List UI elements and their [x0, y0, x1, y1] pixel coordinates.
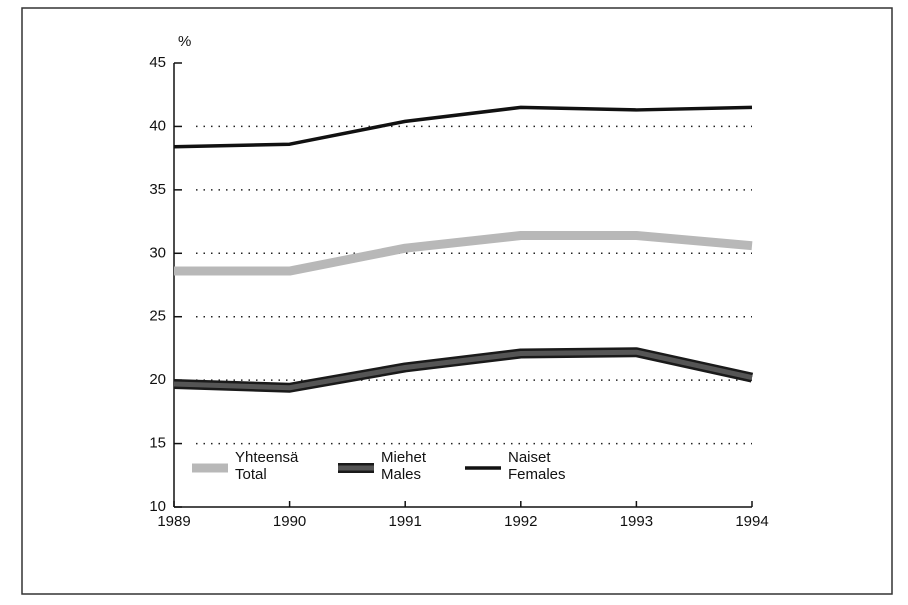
y-tick-label: 40 — [149, 117, 166, 134]
series-line — [174, 231, 753, 276]
legend-label: Total — [235, 466, 267, 483]
frame — [21, 7, 893, 595]
x-tick-label: 1993 — [620, 513, 653, 530]
x-tick-label: 1989 — [157, 513, 190, 530]
x-tick-label: 1994 — [735, 513, 768, 530]
y-tick-label: 25 — [149, 308, 166, 325]
y-tick-label: 20 — [149, 371, 166, 388]
legend-label: Yhteensä — [235, 449, 299, 466]
legend-label: Miehet — [381, 449, 427, 466]
y-axis-label: % — [178, 33, 191, 50]
y-tick-label: 10 — [149, 498, 166, 515]
y-tick-label: 35 — [149, 181, 166, 198]
series-line — [173, 349, 753, 391]
x-tick-label: 1992 — [504, 513, 537, 530]
x-tick-label: 1990 — [273, 513, 306, 530]
legend-label: Naiset — [508, 449, 551, 466]
y-tick-label: 30 — [149, 244, 166, 261]
legend-label: Males — [381, 466, 421, 483]
legend-label: Females — [508, 466, 566, 483]
series-line — [173, 105, 753, 149]
y-tick-label: 15 — [149, 435, 166, 452]
y-tick-label: 45 — [149, 54, 166, 71]
x-tick-label: 1991 — [389, 513, 422, 530]
